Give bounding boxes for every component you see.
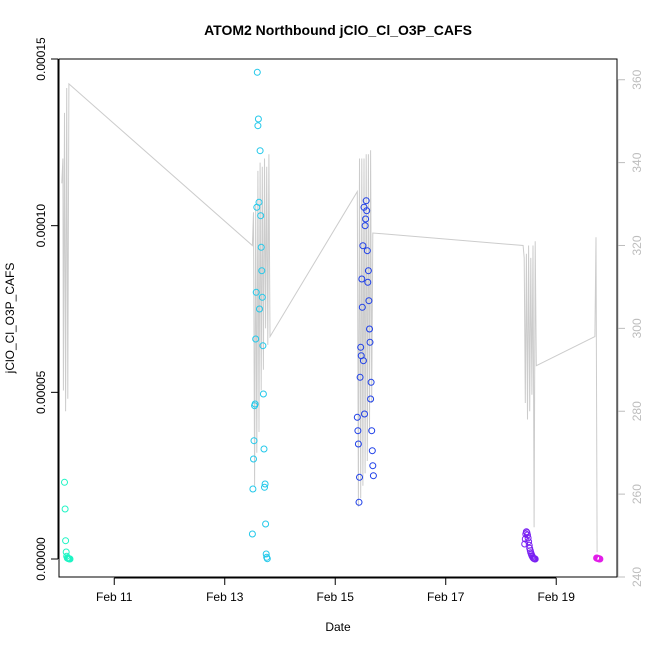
data-point (362, 215, 370, 223)
data-point (356, 473, 363, 481)
y2-tick-label: 360 (630, 69, 644, 89)
data-point (363, 207, 371, 215)
y-tick-label: 0.00005 (34, 370, 48, 414)
data-point (262, 550, 270, 558)
data-point (252, 288, 260, 296)
data-point (361, 410, 368, 418)
y2-tick-label: 340 (630, 152, 644, 172)
data-point (366, 325, 373, 333)
series-2 (248, 68, 271, 563)
x-axis-label: Date (325, 620, 351, 634)
data-point (355, 498, 363, 506)
data-point (596, 555, 604, 563)
data-point (258, 267, 266, 275)
data-point (368, 447, 376, 455)
data-point (358, 275, 366, 283)
data-point (260, 445, 268, 453)
data-point (521, 540, 529, 548)
data-point (525, 538, 533, 546)
secondary-line-group (61, 82, 598, 553)
data-point (255, 198, 263, 206)
data-point (357, 343, 365, 351)
y2-tick-label: 300 (630, 318, 644, 338)
data-point (259, 390, 267, 398)
x-tick-label: Feb 15 (317, 590, 355, 604)
data-point (61, 505, 69, 513)
data-point (366, 338, 374, 346)
data-point (66, 555, 74, 563)
y2-tick-label: 280 (630, 401, 644, 421)
data-point (368, 427, 376, 435)
data-point (356, 373, 364, 381)
data-point (365, 297, 373, 305)
data-point (250, 455, 257, 463)
series-3 (353, 197, 377, 506)
y2-tick-label: 240 (630, 567, 644, 587)
data-point (361, 222, 369, 230)
data-point (256, 305, 263, 313)
data-point (369, 472, 377, 480)
data-point (367, 378, 375, 386)
data-point (531, 555, 539, 563)
y-tick-label: 0.00000 (34, 537, 48, 581)
x-tick-label: Feb 11 (96, 590, 133, 604)
data-point (254, 122, 262, 130)
series-5 (593, 554, 604, 563)
data-point (359, 242, 367, 250)
data-point (257, 212, 265, 220)
data-point (248, 530, 256, 538)
data-point (263, 555, 271, 563)
plot-frame (58, 58, 618, 578)
data-point (251, 400, 259, 408)
x-tick-label: Feb 17 (427, 590, 465, 604)
secondary-line (61, 82, 598, 553)
data-point (363, 247, 371, 255)
data-point (354, 427, 362, 435)
data-point (354, 440, 362, 448)
data-point (359, 357, 367, 365)
series-4 (521, 528, 539, 563)
chart-title: ATOM2 Northbound jClO_Cl_O3P_CAFS (204, 22, 472, 38)
data-point (358, 303, 366, 311)
y2-tick-label: 320 (630, 235, 644, 255)
series-1 (61, 478, 74, 563)
data-point (364, 267, 372, 275)
data-point (259, 342, 267, 350)
data-point (258, 293, 266, 301)
y-axis-label: jClO_Cl_O3P_CAFS (3, 263, 17, 375)
data-point (257, 243, 265, 251)
data-point (249, 485, 257, 493)
data-point (261, 480, 269, 488)
data-point (524, 534, 532, 542)
x-tick-label: Feb 19 (538, 590, 576, 604)
y-axis: 0.00000 0.00005 0.00010 0.00015 (34, 37, 59, 581)
data-point (362, 197, 370, 205)
x-tick-label: Feb 13 (206, 590, 244, 604)
data-point (261, 483, 268, 491)
data-point (524, 531, 531, 539)
data-point (367, 395, 375, 403)
data-point (253, 68, 261, 76)
scatter-points-group (61, 68, 604, 563)
data-point (250, 437, 258, 445)
data-point (364, 278, 372, 286)
y2-tick-label: 260 (630, 484, 644, 504)
data-point (353, 413, 361, 421)
data-point (254, 115, 262, 123)
data-point (369, 462, 377, 470)
data-point (62, 537, 70, 545)
data-point (61, 478, 68, 486)
x-axis: Feb 11 Feb 13 Feb 15 Feb 17 Feb 19 (96, 577, 576, 604)
data-point (262, 520, 270, 528)
data-point (256, 147, 264, 155)
data-point (252, 335, 260, 343)
y2-axis: 240 260 280 300 320 340 360 (617, 69, 644, 587)
y-tick-label: 0.00015 (34, 37, 48, 81)
y-tick-label: 0.00010 (34, 204, 48, 248)
